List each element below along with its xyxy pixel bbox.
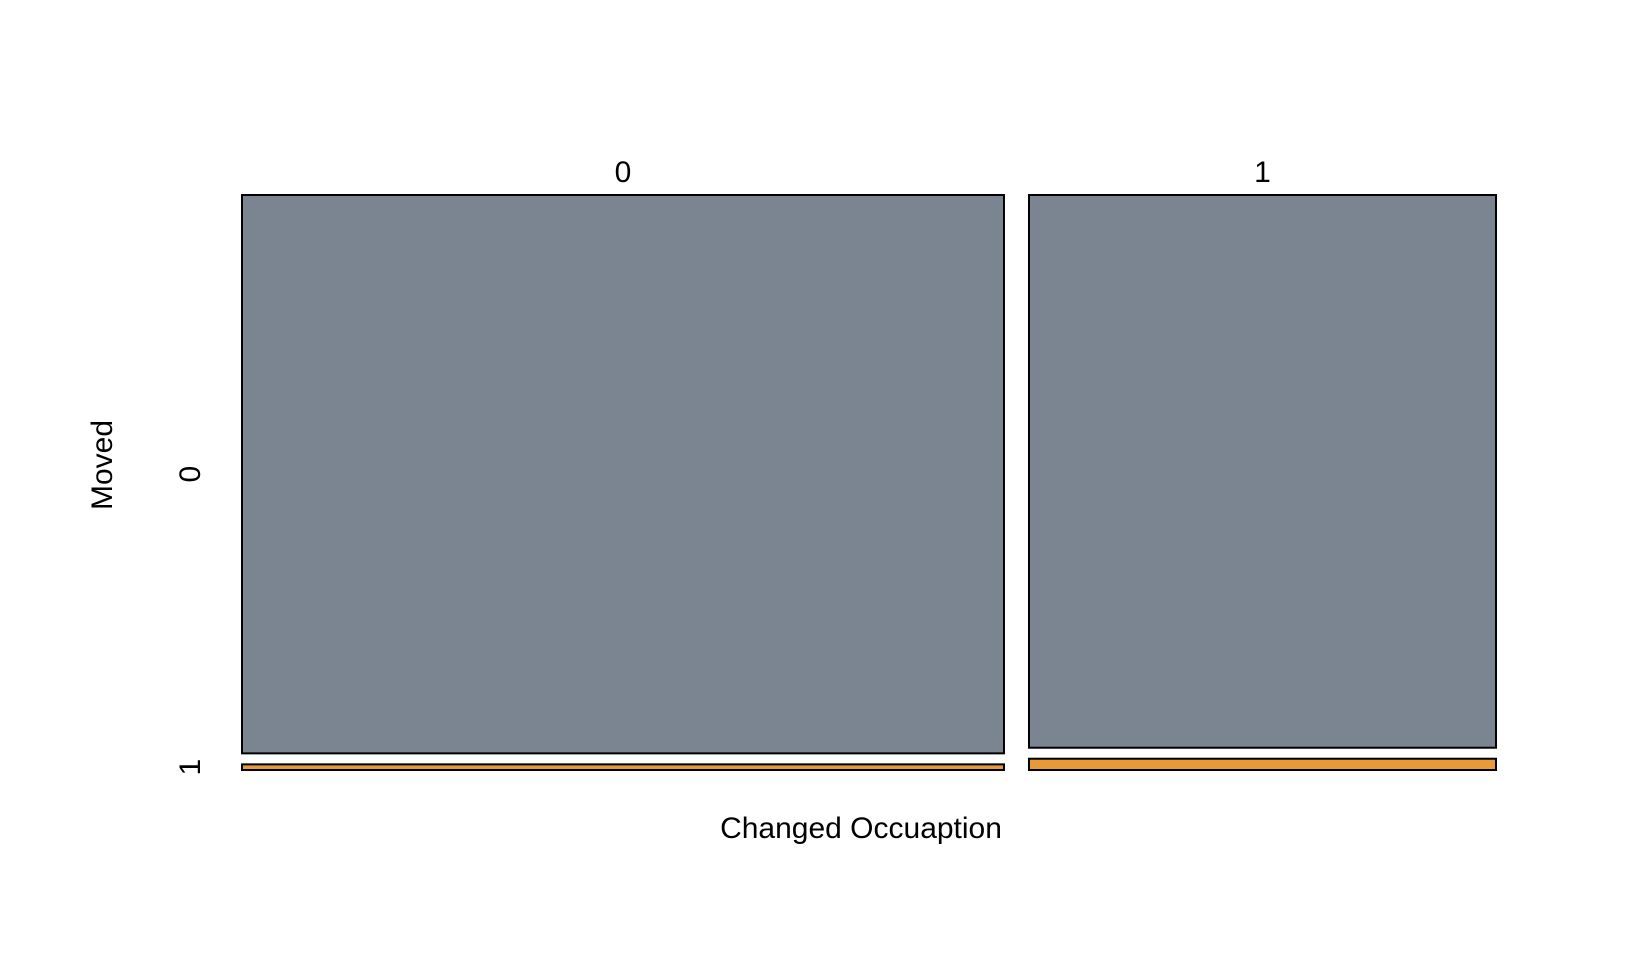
mosaic-cell-x1-y0: [1027, 194, 1497, 749]
mosaic-cells: [241, 194, 1497, 771]
y-axis-label: Moved: [86, 420, 119, 510]
mosaic-cell-x1-y1: [1027, 757, 1497, 771]
y-tick-label-0: 0: [174, 466, 207, 483]
x-tick-label-0: 0: [615, 156, 632, 189]
mosaic-cell-x0-y1: [241, 763, 1005, 771]
mosaic-cell-x0-y0: [241, 194, 1005, 755]
x-axis-label: Changed Occuaption: [720, 812, 1002, 845]
y-tick-label-1: 1: [174, 759, 207, 776]
x-tick-label-1: 1: [1254, 156, 1271, 189]
y-tick-labels: 01: [174, 466, 207, 776]
